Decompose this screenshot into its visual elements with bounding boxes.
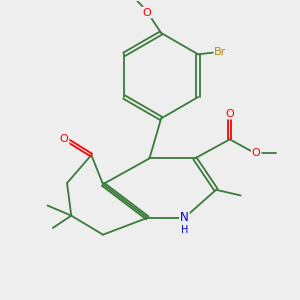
Text: O: O: [252, 148, 261, 158]
Text: O: O: [60, 134, 68, 144]
Text: O: O: [225, 109, 234, 118]
Text: H: H: [181, 225, 188, 235]
Text: O: O: [143, 8, 152, 17]
Text: Br: Br: [214, 47, 226, 58]
Text: N: N: [180, 212, 189, 224]
